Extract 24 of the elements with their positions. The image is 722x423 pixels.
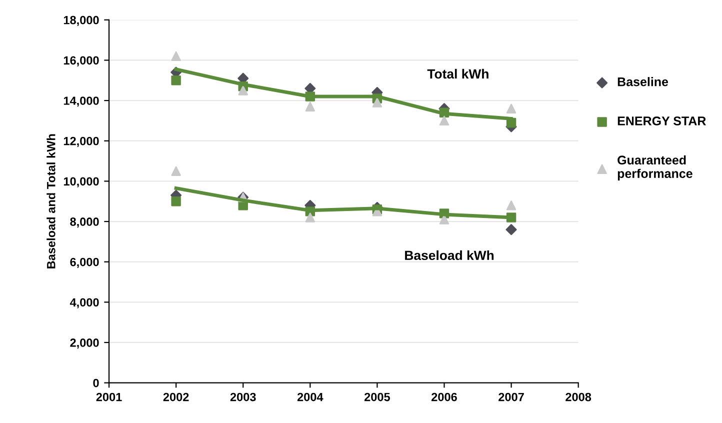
x-tick-label: 2003 xyxy=(230,392,256,402)
y-tick-label: 4,000 xyxy=(70,298,99,308)
y-tick-label: 8,000 xyxy=(70,218,99,228)
x-tick-label: 2007 xyxy=(498,392,524,402)
y-tick-label: 6,000 xyxy=(70,258,99,268)
y-tick-label: 10,000 xyxy=(64,177,99,188)
y-tick-label: 16,000 xyxy=(64,56,99,66)
y-tick-label: 2,000 xyxy=(70,338,99,349)
x-tick-label: 2008 xyxy=(566,392,592,402)
y-axis-title: Baseload and Total kWh xyxy=(46,134,56,268)
y-tick-label: 12,000 xyxy=(64,136,99,147)
x-tick-label: 2006 xyxy=(432,392,457,402)
y-tick-label: 14,000 xyxy=(64,96,99,107)
x-tick-label: 2001 xyxy=(96,392,122,402)
legend-label: Baseline xyxy=(618,77,668,86)
legend-label: Guaranteed performance xyxy=(618,155,692,180)
x-tick-label: 2004 xyxy=(297,392,324,402)
x-tick-label: 2005 xyxy=(364,392,390,402)
annotation: Baseload kWh xyxy=(405,250,494,260)
annotation: Total kWh xyxy=(427,68,488,79)
y-tick-label: 18,000 xyxy=(64,16,99,26)
x-tick-label: 2002 xyxy=(163,392,189,402)
legend-label: ENERGY STAR xyxy=(618,116,706,126)
y-tick-label: 0 xyxy=(93,378,99,388)
